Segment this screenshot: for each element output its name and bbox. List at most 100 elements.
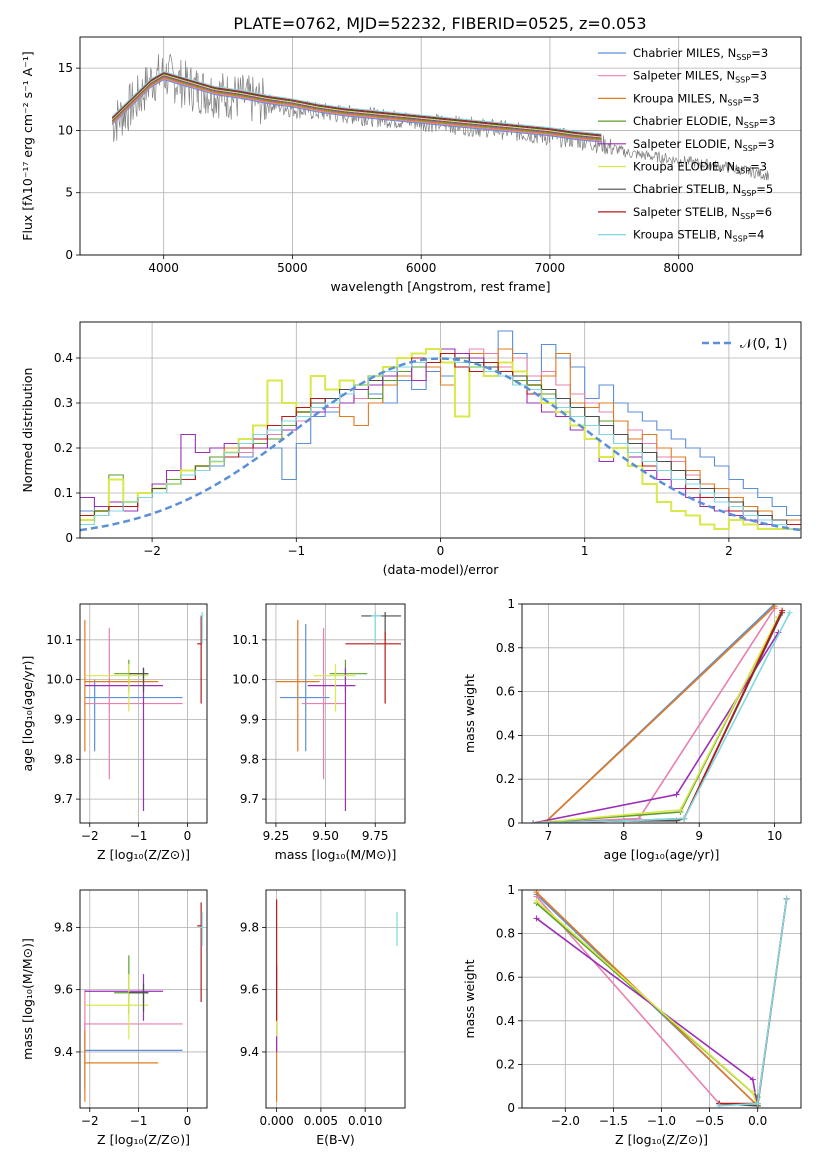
panel-mass_vs_Z: −2 −1 0 9.4 9.6 9.8 Z [log₁₀(Z/Z⊙)] mass [log₁₀… (20, 889, 208, 1147)
y-tick-label: 0 (507, 1101, 515, 1115)
model-line-chabrier_elodie (111, 76, 602, 140)
x-tick-label: 9.50 (312, 829, 339, 843)
axes-frame (79, 321, 802, 539)
legend-entry: Salpeter ELODIE, NSSP=3 (633, 137, 775, 153)
plot-area (275, 611, 402, 812)
y-tick-label: 9.7 (240, 792, 259, 806)
legend-entry: Salpeter STELIB, NSSP=6 (633, 205, 772, 221)
x-tick-label: −2 (81, 1114, 99, 1128)
legend-entry: Kroupa ELODIE, NSSP=3 (633, 160, 767, 176)
y-tick-label: 0.8 (496, 641, 515, 655)
weight-marker (786, 609, 793, 616)
model-line-kroupa_elodie (111, 74, 602, 138)
x-tick-label: 7 (545, 829, 553, 843)
y-tick-label: 10.1 (46, 633, 73, 647)
model-line-salpeter_elodie (111, 75, 602, 139)
plot-area (84, 611, 204, 812)
x-axis-label: mass [log₁₀(M/M⊙)] (275, 847, 397, 862)
y-tick-label: 0 (65, 531, 73, 545)
x-tick-label: −1 (130, 1114, 148, 1128)
x-tick-label: 0.005 (304, 1114, 338, 1128)
weight-marker (754, 1100, 761, 1107)
y-tick-label: 0 (65, 248, 73, 262)
y-axis-label: mass [log₁₀(M/M⊙)] (20, 938, 35, 1060)
y-tick-label: 9.8 (54, 920, 73, 934)
panel-age_vs_mass: 9.25 9.50 9.75 9.7 9.8 9.9 10.0 10.1 mass [log₁₀… (232, 603, 406, 862)
axes-frame (521, 889, 802, 1109)
y-tick-label: 0.4 (496, 728, 515, 742)
x-axis-label: Z [log₁₀(Z/Z⊙)] (97, 847, 190, 862)
legend-entry: Chabrier MILES, NSSP=3 (633, 46, 768, 62)
y-tick-label: 0.6 (496, 685, 515, 699)
x-tick-label: −2.0 (551, 1114, 580, 1128)
y-axis-label: Normed distribution (20, 368, 35, 493)
plot-area (111, 53, 770, 181)
x-tick-label: −2 (143, 544, 161, 558)
plot-area (80, 330, 801, 532)
panel-mass_vs_ebv: 0.000 0.005 0.010 9.4 9.6 9.8 E(B-V) (240, 889, 406, 1147)
y-tick-label: 0.8 (496, 927, 515, 941)
y-tick-label: 1 (507, 883, 515, 897)
x-axis-label: wavelength [Angstrom, rest frame] (330, 279, 550, 294)
x-tick-label: 9.75 (362, 829, 389, 843)
y-tick-label: 0.4 (54, 351, 73, 365)
model-line-chabrier_miles (111, 79, 602, 143)
legend-entry: 𝒩(0, 1) (740, 337, 787, 352)
x-tick-label: −1.0 (647, 1114, 676, 1128)
panel-residuals: −2 −1 0 1 2 0 0.1 0.2 0.3 0.4 (data-model)/error No… (20, 321, 802, 577)
y-tick-label: 0.3 (54, 396, 73, 410)
x-axis-label: Z [log₁₀(Z/Z⊙)] (615, 1132, 708, 1147)
x-tick-label: 0 (437, 544, 445, 558)
plot-area (84, 902, 204, 1102)
x-tick-label: 0 (184, 1114, 192, 1128)
x-tick-label: −2 (81, 829, 99, 843)
y-tick-label: 5 (65, 186, 73, 200)
model-line-kroupa_miles (111, 77, 602, 141)
weight-line-kroupa_stelib (533, 612, 791, 823)
x-tick-label: −0.5 (695, 1114, 724, 1128)
y-tick-label: 15 (58, 61, 73, 75)
weight-line-kroupa_miles (533, 605, 776, 823)
y-tick-label: 0.1 (54, 486, 73, 500)
x-axis-label: (data-model)/error (383, 562, 500, 577)
x-tick-label: −1.5 (599, 1114, 628, 1128)
axes-frame (79, 889, 208, 1109)
x-tick-label: 1 (581, 544, 589, 558)
panel-age_vs_Z: −2 −1 0 9.7 9.8 9.9 10.0 10.1 Z [log₁₀(Z/Z⊙)] age… (20, 603, 208, 862)
x-tick-label: 4000 (148, 261, 179, 275)
weight-marker (783, 895, 790, 902)
y-tick-label: 9.4 (240, 1045, 259, 1059)
y-tick-label: 9.8 (240, 920, 259, 934)
y-tick-label: 1 (507, 597, 515, 611)
panel-spectrum: 4000 5000 6000 7000 8000 0 5 10 15 wavelength [An… (20, 36, 802, 294)
y-tick-label: 9.8 (54, 752, 73, 766)
x-tick-label: −1 (287, 544, 305, 558)
weight-marker (673, 791, 680, 798)
plot-area (276, 899, 398, 1102)
x-tick-label: 0.000 (259, 1114, 293, 1128)
x-tick-label: 10 (767, 829, 782, 843)
y-axis-label: mass weight (462, 959, 477, 1038)
legend-entry: Chabrier STELIB, NSSP=5 (633, 182, 773, 198)
figure-title: PLATE=0762, MJD=52232, FIBERID=0525, z=0… (233, 14, 646, 33)
axes-frame (79, 603, 208, 824)
weight-marker (533, 915, 540, 922)
y-tick-label: 9.6 (240, 983, 259, 997)
histogram-kroupa_stelib (80, 357, 801, 530)
axes-frame (265, 889, 406, 1109)
normal-curve (80, 357, 801, 532)
x-axis-label: Z [log₁₀(Z/Z⊙)] (97, 1132, 190, 1147)
weight-marker (681, 815, 688, 822)
y-tick-label: 9.4 (54, 1045, 73, 1059)
weight-marker (530, 820, 537, 823)
x-tick-label: 0.010 (348, 1114, 382, 1128)
x-tick-label: 5000 (277, 261, 308, 275)
x-tick-label: −1 (130, 829, 148, 843)
y-tick-label: 0.4 (496, 1014, 515, 1028)
x-tick-label: 2 (725, 544, 733, 558)
model-line-salpeter_miles (111, 78, 602, 142)
weight-marker (677, 806, 684, 813)
weight-line-chabrier_miles (533, 604, 776, 823)
weight-marker (779, 607, 786, 614)
